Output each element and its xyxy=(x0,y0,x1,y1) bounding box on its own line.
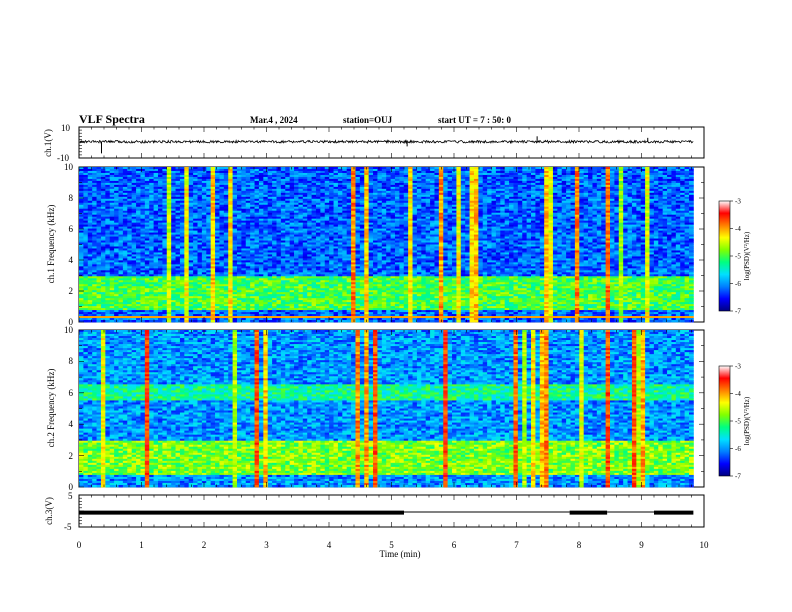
figure-canvas: VLF Spectra Mar.4 , 2024 station=OUJ sta… xyxy=(0,0,792,612)
ch1-waveform-ylabel: ch.1(V) xyxy=(43,129,53,157)
ch1-ytick-top: 10 xyxy=(61,123,71,133)
ch1-spectrogram-panel: 10 8 6 4 2 0 ch.1 Frequency (kHz) xyxy=(46,162,704,327)
ch1-spectrogram-heatmap xyxy=(79,167,694,322)
date-label: Mar.4 , 2024 xyxy=(250,115,298,125)
start-time-label: start UT = 7 : 50: 0 xyxy=(438,115,511,125)
figure-title: VLF Spectra xyxy=(79,112,145,126)
vlf-spectra-figure: VLF Spectra Mar.4 , 2024 station=OUJ sta… xyxy=(0,0,792,612)
station-label: station=OUJ xyxy=(343,115,393,125)
ch1-waveform-panel: 10 -10 ch.1(V) xyxy=(43,123,704,163)
